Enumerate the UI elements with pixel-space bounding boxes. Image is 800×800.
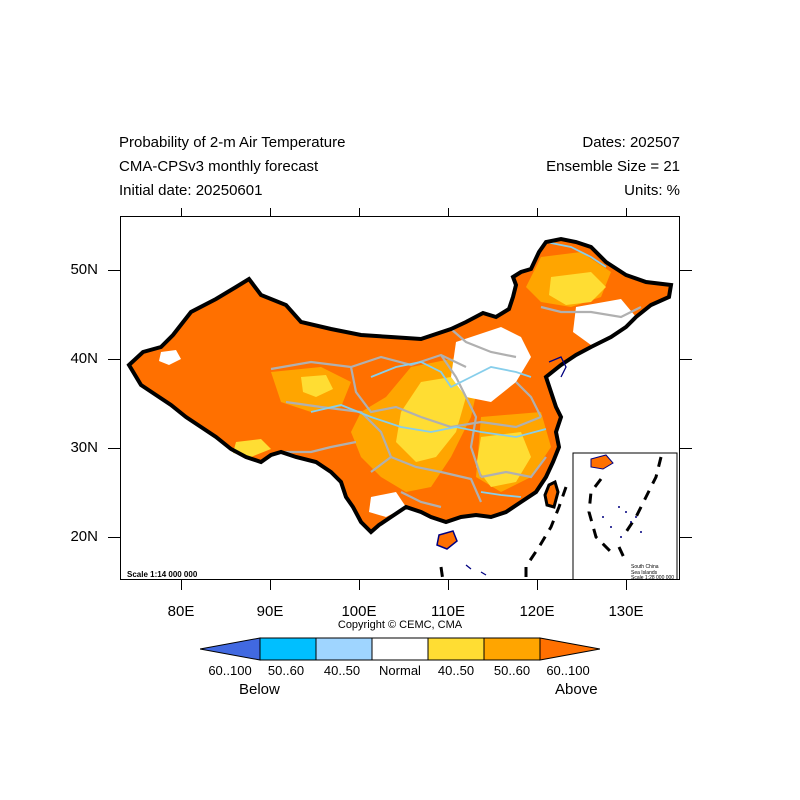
- svg-text:South China: South China: [631, 564, 659, 570]
- colorbar-below-60-100: [200, 637, 261, 661]
- province-boundaries: [270, 305, 642, 509]
- colorbar-label-below-40-50: 40..50: [323, 663, 361, 678]
- colorbar-label-above-60-100: 60..100: [546, 663, 590, 678]
- national-border: [126, 236, 674, 535]
- above-label: Above: [555, 681, 598, 698]
- colorbar-above-40-50: [427, 637, 485, 661]
- colorbar-label-above-40-50: 40..50: [437, 663, 475, 678]
- colorbar-above-60-100: [539, 637, 600, 661]
- colorbar-normal: [371, 637, 429, 661]
- colorbar-above-50-60: [483, 637, 541, 661]
- rivers: [310, 241, 607, 498]
- map-panel: Scale 1:14 000 000 South China Sea Islan…: [120, 216, 680, 580]
- initial-date: Initial date: 20250601: [119, 182, 263, 199]
- lat-label-40n: 40N: [70, 350, 98, 367]
- below-label: Below: [239, 681, 280, 698]
- colorbar-label-above-50-60: 50..60: [493, 663, 531, 678]
- colorbar-below-40-50: [315, 637, 373, 661]
- copyright-notice: Copyright © CEMC, CMA: [337, 619, 463, 631]
- svg-text:Scale 1:28 000 000: Scale 1:28 000 000: [631, 575, 674, 580]
- forecast-dates: Dates: 202507: [582, 134, 680, 151]
- model-name: CMA-CPSv3 monthly forecast: [119, 158, 319, 175]
- lon-label-120e: 120E: [519, 603, 555, 620]
- normal-probability-areas: [159, 299, 636, 517]
- lon-label-130e: 130E: [608, 603, 644, 620]
- lon-label-80e: 80E: [167, 603, 195, 620]
- units-label: Units: %: [624, 182, 680, 199]
- lon-label-90e: 90E: [256, 603, 284, 620]
- maritime-boundary: [439, 486, 568, 579]
- colorbar-label-normal: Normal: [379, 663, 421, 678]
- colorbar-label-below-60-100: 60..100: [208, 663, 252, 678]
- lat-label-20n: 20N: [70, 528, 98, 545]
- colorbar-label-below-50-60: 50..60: [267, 663, 305, 678]
- lat-label-50n: 50N: [70, 261, 98, 278]
- lat-label-30n: 30N: [70, 439, 98, 456]
- coastline: [465, 356, 567, 576]
- lon-label-100e: 100E: [341, 603, 377, 620]
- scale-label: Scale 1:14 000 000: [127, 570, 198, 579]
- south-china-sea-inset: South China Sea Islands Scale 1:28 000 0…: [572, 452, 678, 580]
- map-title: Probability of 2-m Air Temperature: [119, 134, 346, 151]
- colorbar-below-50-60: [259, 637, 317, 661]
- hainan-island: [436, 530, 458, 550]
- svg-text:Sea Islands: Sea Islands: [631, 570, 658, 576]
- lon-label-110e: 110E: [431, 603, 465, 620]
- ensemble-size: Ensemble Size = 21: [546, 158, 680, 175]
- taiwan-island: [543, 479, 560, 509]
- china-map: Scale 1:14 000 000 South China Sea Islan…: [126, 236, 678, 580]
- colorbar: [200, 637, 600, 661]
